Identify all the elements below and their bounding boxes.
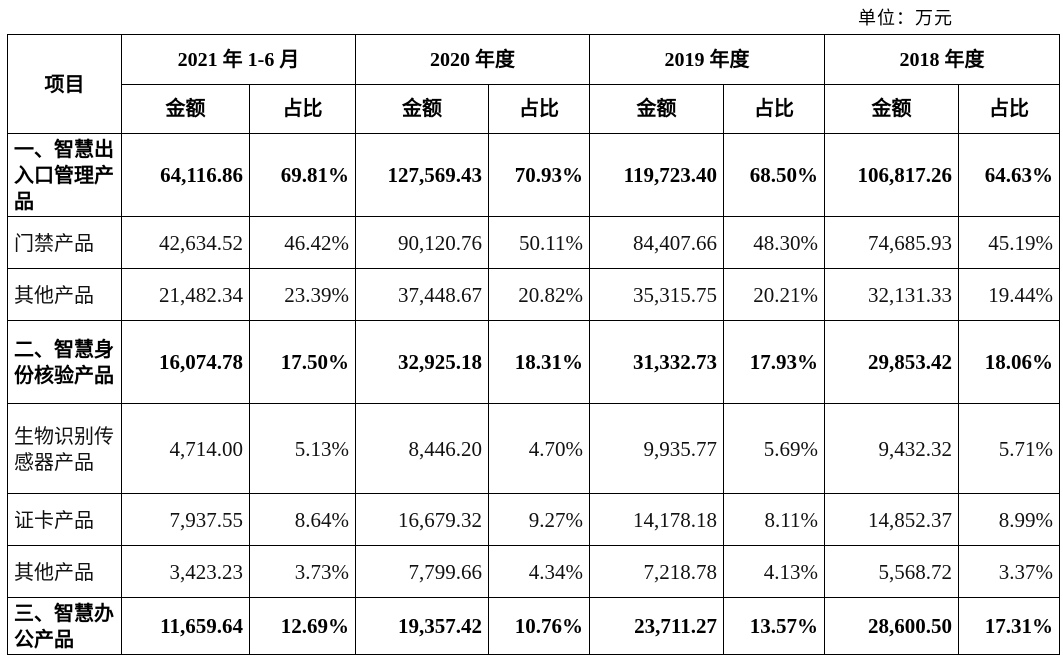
ratio-cell: 8.11% [723,493,826,546]
row-label: 生物识别传感器产品 [7,403,122,494]
period-header: 2020 年度 [355,34,591,85]
period-header: 2021 年 1-6 月 [120,34,357,85]
ratio-cell: 17.31% [958,597,1061,655]
amount-cell: 84,407.66 [589,216,725,269]
ratio-cell: 46.42% [248,216,357,269]
amount-cell: 106,817.26 [824,133,960,217]
amount-cell: 31,332.73 [589,320,725,404]
amount-cell: 7,937.55 [121,493,250,546]
amount-cell: 74,685.93 [824,216,960,269]
table-row: 二、智慧身份核验产品 16,074.78 17.50% 32,925.18 18… [7,320,1061,404]
amount-cell: 28,600.50 [824,597,960,655]
product-revenue-table: 项目 2021 年 1-6 月 2020 年度 2019 年度 2018 年度 … [7,34,1061,655]
ratio-cell: 20.21% [723,268,826,321]
ratio-cell: 50.11% [488,216,591,269]
amount-cell: 3,423.23 [121,545,250,598]
amount-header: 金额 [589,84,725,134]
table-row: 其他产品 3,423.23 3.73% 7,799.66 4.34% 7,218… [7,545,1061,598]
ratio-cell: 10.76% [488,597,591,655]
amount-cell: 8,446.20 [355,403,490,494]
amount-cell: 32,131.33 [824,268,960,321]
amount-cell: 7,799.66 [355,545,490,598]
amount-cell: 7,218.78 [589,545,725,598]
amount-cell: 90,120.76 [355,216,490,269]
row-label: 证卡产品 [7,493,122,546]
amount-cell: 119,723.40 [589,133,725,217]
amount-cell: 42,634.52 [121,216,250,269]
table-row: 证卡产品 7,937.55 8.64% 16,679.32 9.27% 14,1… [7,493,1061,546]
table-row: 门禁产品 42,634.52 46.42% 90,120.76 50.11% 8… [7,216,1061,269]
ratio-cell: 3.73% [248,545,357,598]
ratio-cell: 23.39% [248,268,357,321]
row-label: 一、智慧出入口管理产品 [7,133,122,217]
row-label: 门禁产品 [7,216,122,269]
amount-cell: 32,925.18 [355,320,490,404]
table-row: 一、智慧出入口管理产品 64,116.86 69.81% 127,569.43 … [7,133,1061,217]
amount-cell: 35,315.75 [589,268,725,321]
ratio-cell: 45.19% [958,216,1061,269]
amount-cell: 14,852.37 [824,493,960,546]
ratio-cell: 13.57% [723,597,826,655]
amount-cell: 21,482.34 [121,268,250,321]
ratio-cell: 8.99% [958,493,1061,546]
ratio-cell: 64.63% [958,133,1061,217]
row-label: 其他产品 [7,545,122,598]
ratio-cell: 69.81% [248,133,357,217]
ratio-cell: 4.13% [723,545,826,598]
amount-cell: 5,568.72 [824,545,960,598]
unit-label: 单位：万元 [858,8,953,29]
amount-cell: 9,432.32 [824,403,960,494]
ratio-cell: 5.13% [248,403,357,494]
ratio-cell: 18.06% [958,320,1061,404]
amount-cell: 16,679.32 [355,493,490,546]
row-label: 三、智慧办公产品 [7,597,122,655]
ratio-cell: 12.69% [248,597,357,655]
ratio-header: 占比 [488,84,591,134]
header-row-periods: 项目 2021 年 1-6 月 2020 年度 2019 年度 2018 年度 [7,34,1061,134]
ratio-cell: 68.50% [723,133,826,217]
row-label: 其他产品 [7,268,122,321]
ratio-cell: 70.93% [488,133,591,217]
amount-header: 金额 [355,84,490,134]
amount-cell: 64,116.86 [121,133,250,217]
amount-cell: 4,714.00 [121,403,250,494]
amount-cell: 9,935.77 [589,403,725,494]
period-header: 2019 年度 [589,34,826,85]
table-row: 三、智慧办公产品 11,659.64 12.69% 19,357.42 10.7… [7,597,1061,655]
period-header: 2018 年度 [824,34,1061,85]
ratio-cell: 4.70% [488,403,591,494]
ratio-cell: 3.37% [958,545,1061,598]
amount-cell: 29,853.42 [824,320,960,404]
ratio-cell: 17.93% [723,320,826,404]
ratio-header: 占比 [248,84,357,134]
ratio-cell: 20.82% [488,268,591,321]
row-label: 二、智慧身份核验产品 [7,320,122,404]
ratio-header: 占比 [958,84,1061,134]
ratio-cell: 9.27% [488,493,591,546]
ratio-cell: 4.34% [488,545,591,598]
ratio-cell: 5.71% [958,403,1061,494]
amount-header: 金额 [121,84,250,134]
amount-cell: 37,448.67 [355,268,490,321]
corner-header: 项目 [7,34,122,134]
ratio-cell: 18.31% [488,320,591,404]
ratio-cell: 19.44% [958,268,1061,321]
amount-cell: 19,357.42 [355,597,490,655]
ratio-header: 占比 [723,84,826,134]
amount-cell: 14,178.18 [589,493,725,546]
amount-cell: 16,074.78 [121,320,250,404]
ratio-cell: 48.30% [723,216,826,269]
ratio-cell: 5.69% [723,403,826,494]
amount-cell: 127,569.43 [355,133,490,217]
table-row: 其他产品 21,482.34 23.39% 37,448.67 20.82% 3… [7,268,1061,321]
amount-cell: 11,659.64 [121,597,250,655]
ratio-cell: 8.64% [248,493,357,546]
amount-header: 金额 [824,84,960,134]
table-row: 生物识别传感器产品 4,714.00 5.13% 8,446.20 4.70% … [7,403,1061,494]
header-row-metrics: 金额 占比 金额 占比 金额 占比 金额 占比 [8,84,1061,134]
amount-cell: 23,711.27 [589,597,725,655]
ratio-cell: 17.50% [248,320,357,404]
